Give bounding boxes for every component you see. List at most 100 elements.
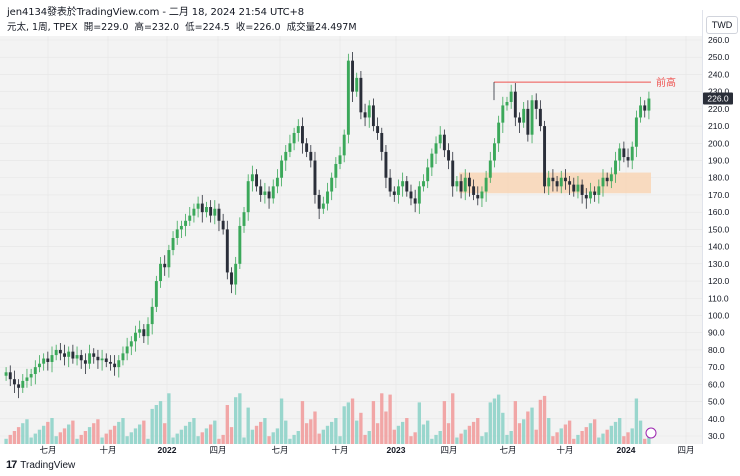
volume-bar	[108, 429, 113, 444]
candle	[338, 155, 342, 164]
candle	[405, 181, 409, 192]
candle	[380, 132, 384, 152]
volume-bar	[630, 428, 634, 444]
y-tick-label: 190.0	[708, 156, 730, 166]
y-tick-label: 90.0	[708, 328, 725, 338]
candle	[476, 194, 480, 199]
x-tick-label: 十月	[331, 445, 348, 455]
volume-bar	[296, 431, 300, 444]
volume-bar	[183, 425, 188, 444]
candle	[392, 191, 396, 195]
volume-bar	[309, 419, 313, 444]
price-axis-panel[interactable]	[702, 10, 740, 444]
candle	[159, 263, 162, 282]
candle	[434, 143, 438, 154]
candle	[605, 177, 609, 182]
y-tick-label: 70.0	[708, 362, 725, 372]
candle	[38, 363, 41, 368]
candle	[401, 181, 405, 187]
volume-bar	[384, 411, 388, 444]
y-tick-label: 140.0	[708, 242, 730, 252]
volume-bar	[87, 427, 92, 444]
volume-bar	[476, 418, 480, 444]
volume-bar	[16, 427, 21, 444]
candle	[614, 160, 617, 175]
candle	[246, 181, 250, 213]
candle	[451, 160, 455, 187]
volume-bar	[572, 438, 576, 444]
tradingview-logo-icon[interactable]: 17	[6, 459, 17, 471]
candle	[618, 148, 622, 161]
volume-bar	[409, 436, 413, 444]
high-value: 高=232.0	[134, 22, 180, 33]
volume-bar	[267, 436, 271, 444]
x-tick-label: 2023	[387, 445, 406, 455]
y-tick-label: 130.0	[708, 259, 730, 269]
volume-bar	[400, 421, 405, 444]
volume-bar	[513, 401, 518, 444]
candle	[179, 225, 183, 230]
volume-bar	[238, 393, 242, 444]
low-value: 低=224.5	[185, 22, 230, 33]
candle	[113, 363, 117, 368]
volume-bar	[538, 399, 543, 444]
volume-bar	[112, 425, 117, 444]
volume-bar	[547, 418, 551, 444]
volume-bar	[233, 397, 238, 444]
currency-label[interactable]: TWD	[706, 16, 738, 34]
volume-bar	[534, 429, 538, 444]
volume-bar	[92, 423, 96, 444]
candle	[622, 148, 626, 158]
volume-bar	[179, 429, 184, 444]
candle	[480, 191, 484, 199]
volume-bar	[271, 432, 275, 444]
candle	[639, 105, 643, 118]
last-price-tag	[703, 92, 733, 105]
volume-bar	[563, 424, 568, 444]
volume-bar	[380, 393, 384, 444]
symbol-name[interactable]: 元太, 1周, TPEX	[7, 22, 78, 33]
candle	[309, 151, 313, 161]
candle	[547, 177, 551, 187]
candle	[25, 377, 29, 381]
candle	[534, 100, 538, 109]
candle	[426, 167, 430, 182]
candle	[497, 122, 501, 144]
candle	[275, 177, 279, 187]
volume-bar	[638, 420, 643, 444]
close-value: 收=226.0	[235, 22, 281, 33]
x-tick-label: 四月	[440, 445, 457, 455]
candle	[438, 134, 442, 144]
candle	[463, 177, 467, 192]
candle	[630, 146, 634, 161]
volume-bar	[167, 393, 171, 444]
candle	[154, 281, 158, 307]
candle	[259, 186, 263, 195]
y-tick-label: 170.0	[708, 190, 730, 200]
y-tick-label: 80.0	[708, 345, 725, 355]
candle	[88, 353, 92, 364]
volume-bar	[455, 437, 459, 444]
candle	[100, 358, 104, 361]
volume-bar	[496, 394, 501, 444]
candle	[288, 143, 292, 152]
candle	[626, 157, 630, 161]
volume-bar	[96, 419, 100, 444]
candle	[589, 191, 592, 199]
candle	[538, 108, 542, 127]
candle	[505, 101, 509, 106]
candle	[284, 151, 288, 161]
candle	[330, 177, 334, 192]
candle	[300, 126, 304, 144]
annotation-label: 前高	[656, 76, 676, 89]
support-zone	[459, 172, 651, 194]
volume-bar	[359, 412, 363, 444]
candle	[647, 98, 651, 111]
candle	[250, 174, 254, 182]
volume-bar	[451, 393, 455, 444]
volume-bar	[522, 419, 526, 444]
volume-bar	[597, 437, 601, 444]
candle	[351, 60, 355, 92]
volume-bar	[430, 438, 434, 444]
